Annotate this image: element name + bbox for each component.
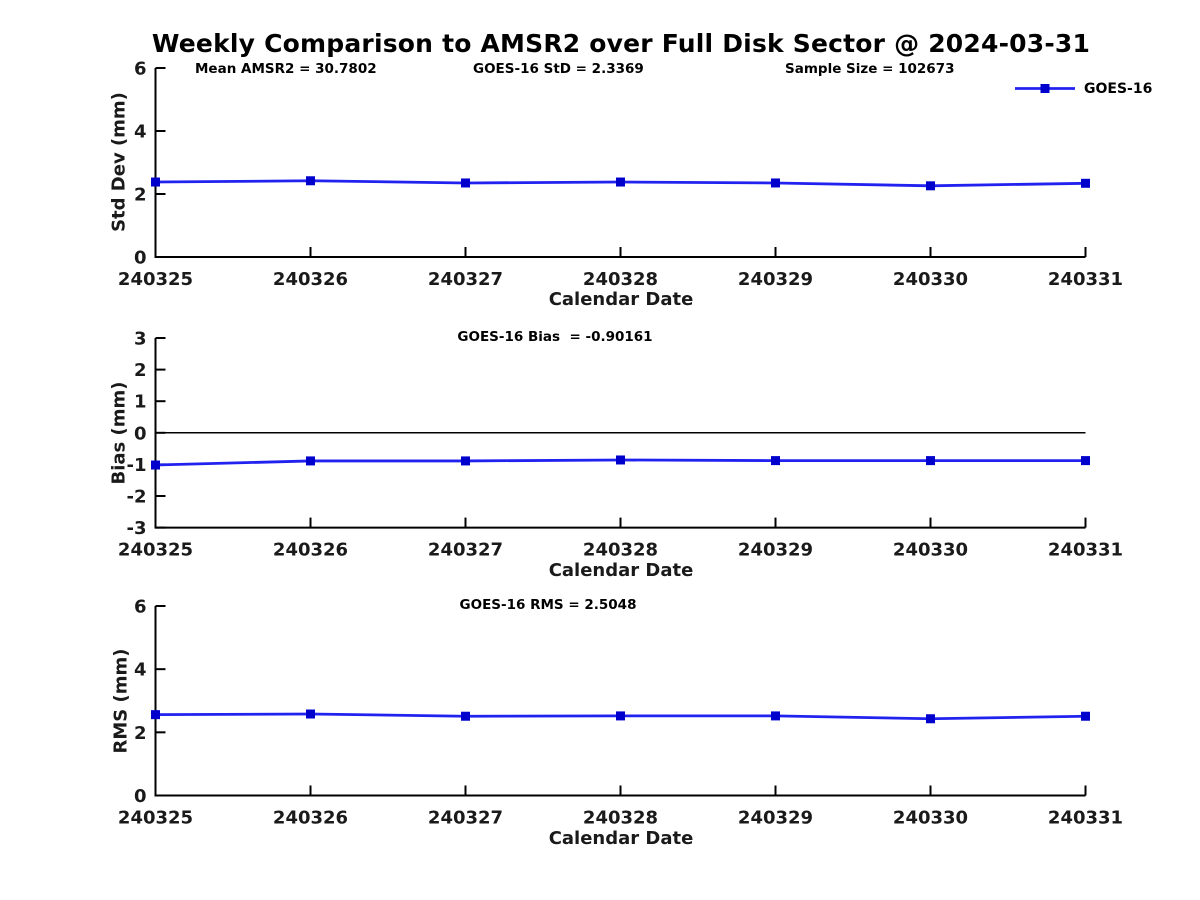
- legend-line-marker-icon: [1015, 84, 1075, 93]
- data-point-marker: [616, 177, 625, 187]
- data-point-marker: [151, 460, 160, 470]
- y-tick-label: 2: [134, 185, 147, 206]
- y-tick-label: 4: [134, 660, 147, 681]
- x-axis-label-2: Calendar Date: [548, 560, 694, 581]
- legend: GOES-16: [1013, 80, 1152, 97]
- x-tick-label: 240331: [1048, 269, 1123, 290]
- x-tick-label: 240327: [428, 808, 503, 829]
- data-point-marker: [771, 456, 780, 466]
- x-tick-label: 240329: [738, 540, 813, 561]
- data-point-marker: [306, 709, 315, 719]
- y-axis-label-rms: RMS (mm): [110, 648, 132, 754]
- x-tick-label: 240327: [428, 269, 503, 290]
- data-point-marker: [616, 711, 625, 721]
- x-tick-label: 240328: [583, 269, 658, 290]
- y-tick-label: 0: [134, 786, 147, 807]
- x-tick-label: 240326: [273, 808, 348, 829]
- x-tick-label: 240330: [893, 808, 968, 829]
- chart-title: Weekly Comparison to AMSR2 over Full Dis…: [151, 29, 1091, 58]
- x-tick-label: 240331: [1048, 808, 1123, 829]
- data-point-marker: [1081, 456, 1090, 466]
- x-tick-label: 240325: [118, 540, 193, 561]
- data-point-marker: [461, 178, 470, 188]
- x-tick-label: 240327: [428, 540, 503, 561]
- x-tick-label: 240329: [738, 269, 813, 290]
- data-point-marker: [926, 714, 935, 724]
- annotation-mean-amsr2: Mean AMSR2 = 30.7802: [195, 61, 377, 77]
- y-tick-label: 4: [134, 122, 147, 143]
- y-tick-label: -3: [127, 518, 147, 539]
- annotation-goes16-std: GOES-16 StD = 2.3369: [473, 61, 644, 77]
- subtitle-rms: GOES-16 RMS = 2.5048: [459, 597, 637, 613]
- x-axis-label-3: Calendar Date: [548, 828, 694, 849]
- data-point-marker: [306, 456, 315, 466]
- x-tick-label: 240326: [273, 269, 348, 290]
- y-tick-label: 3: [134, 329, 147, 350]
- data-point-marker: [461, 456, 470, 466]
- x-tick-label: 240328: [583, 540, 658, 561]
- y-tick-label: 2: [134, 360, 147, 381]
- data-point-marker: [306, 176, 315, 186]
- y-tick-label: 6: [134, 597, 147, 618]
- data-point-marker: [151, 710, 160, 720]
- data-point-marker: [771, 711, 780, 721]
- y-tick-label: -2: [127, 487, 147, 508]
- data-point-marker: [1081, 711, 1090, 721]
- x-tick-label: 240330: [893, 540, 968, 561]
- y-axis-label-stddev: Std Dev (mm): [108, 92, 130, 232]
- x-tick-label: 240331: [1048, 540, 1123, 561]
- y-tick-label: 1: [134, 392, 147, 413]
- y-axis-label-bias: Bias (mm): [108, 381, 130, 485]
- y-tick-label: -1: [127, 455, 147, 476]
- x-tick-label: 240328: [583, 808, 658, 829]
- y-tick-label: 6: [134, 59, 147, 80]
- y-tick-label: 0: [134, 423, 147, 444]
- y-tick-label: 0: [134, 248, 147, 269]
- y-tick-label: 2: [134, 723, 147, 744]
- data-point-marker: [151, 177, 160, 187]
- x-tick-label: 240325: [118, 269, 193, 290]
- x-tick-label: 240326: [273, 540, 348, 561]
- subtitle-bias: GOES-16 Bias = -0.90161: [457, 329, 653, 345]
- legend-label: GOES-16: [1084, 80, 1153, 97]
- data-point-marker: [616, 455, 625, 465]
- data-point-marker: [461, 711, 470, 721]
- annotation-sample-size: Sample Size = 102673: [785, 61, 955, 77]
- data-point-marker: [926, 181, 935, 191]
- x-tick-label: 240325: [118, 808, 193, 829]
- x-tick-label: 240329: [738, 808, 813, 829]
- data-point-marker: [1081, 178, 1090, 188]
- x-axis-label-1: Calendar Date: [548, 289, 694, 310]
- data-point-marker: [771, 178, 780, 188]
- data-point-marker: [926, 456, 935, 466]
- x-tick-label: 240330: [893, 269, 968, 290]
